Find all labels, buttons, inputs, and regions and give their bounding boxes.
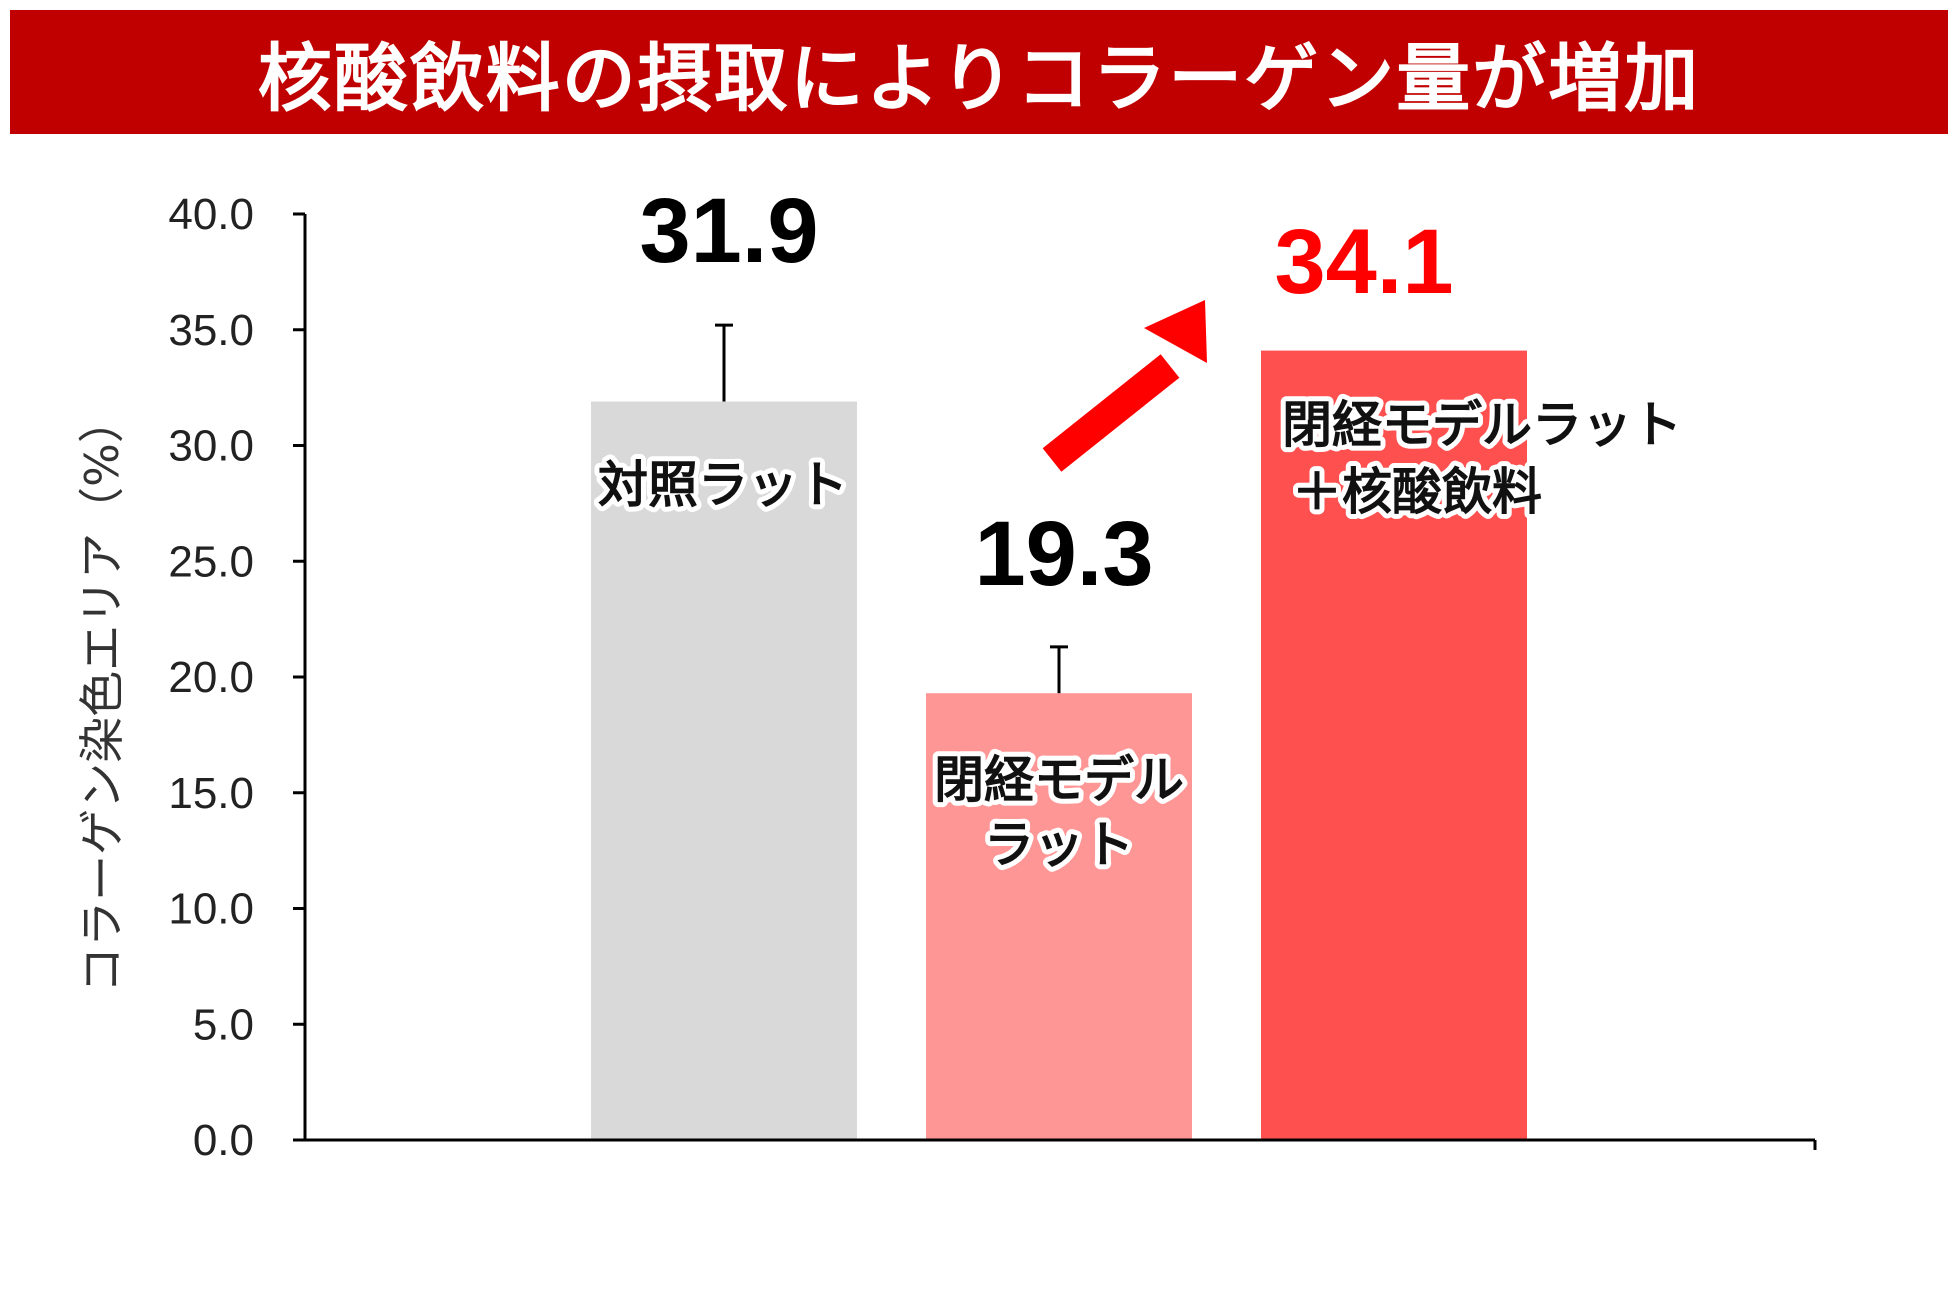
y-tick-label: 25.0 bbox=[168, 537, 254, 586]
bar-1 bbox=[591, 401, 857, 1140]
bar-2 bbox=[926, 693, 1192, 1140]
y-tick-label: 35.0 bbox=[168, 306, 254, 355]
category-label-3: 閉経モデルラット bbox=[1282, 396, 1682, 454]
category-label-2: 閉経モデル bbox=[934, 751, 1184, 809]
y-axis-label: コラーゲン染色エリア（%） bbox=[75, 397, 129, 993]
category-label-2: ラット bbox=[984, 816, 1134, 874]
category-label-3: ＋核酸飲料 bbox=[1292, 463, 1542, 521]
y-tick-label: 5.0 bbox=[193, 1000, 254, 1049]
y-tick-label: 40.0 bbox=[168, 190, 254, 239]
bar-3 bbox=[1261, 350, 1527, 1141]
page-title: 核酸飲料の摂取によりコラーゲン量が増加 bbox=[257, 35, 1701, 122]
category-label-1: 対照ラット bbox=[598, 456, 848, 514]
y-tick-label: 30.0 bbox=[168, 422, 254, 471]
arrow-up-right-icon bbox=[1042, 300, 1207, 472]
arrow-head bbox=[1144, 300, 1207, 363]
value-label-3: 34.1 bbox=[1274, 211, 1453, 313]
y-tick-label: 20.0 bbox=[168, 653, 254, 702]
arrow-shaft bbox=[1042, 354, 1180, 472]
y-tick-label: 0.0 bbox=[193, 1116, 254, 1165]
value-label-2: 19.3 bbox=[974, 503, 1153, 605]
value-label-1: 31.9 bbox=[639, 180, 818, 282]
y-tick-label: 10.0 bbox=[168, 885, 254, 934]
y-tick-label: 15.0 bbox=[168, 769, 254, 818]
title-banner: 核酸飲料の摂取によりコラーゲン量が増加 bbox=[10, 10, 1948, 134]
